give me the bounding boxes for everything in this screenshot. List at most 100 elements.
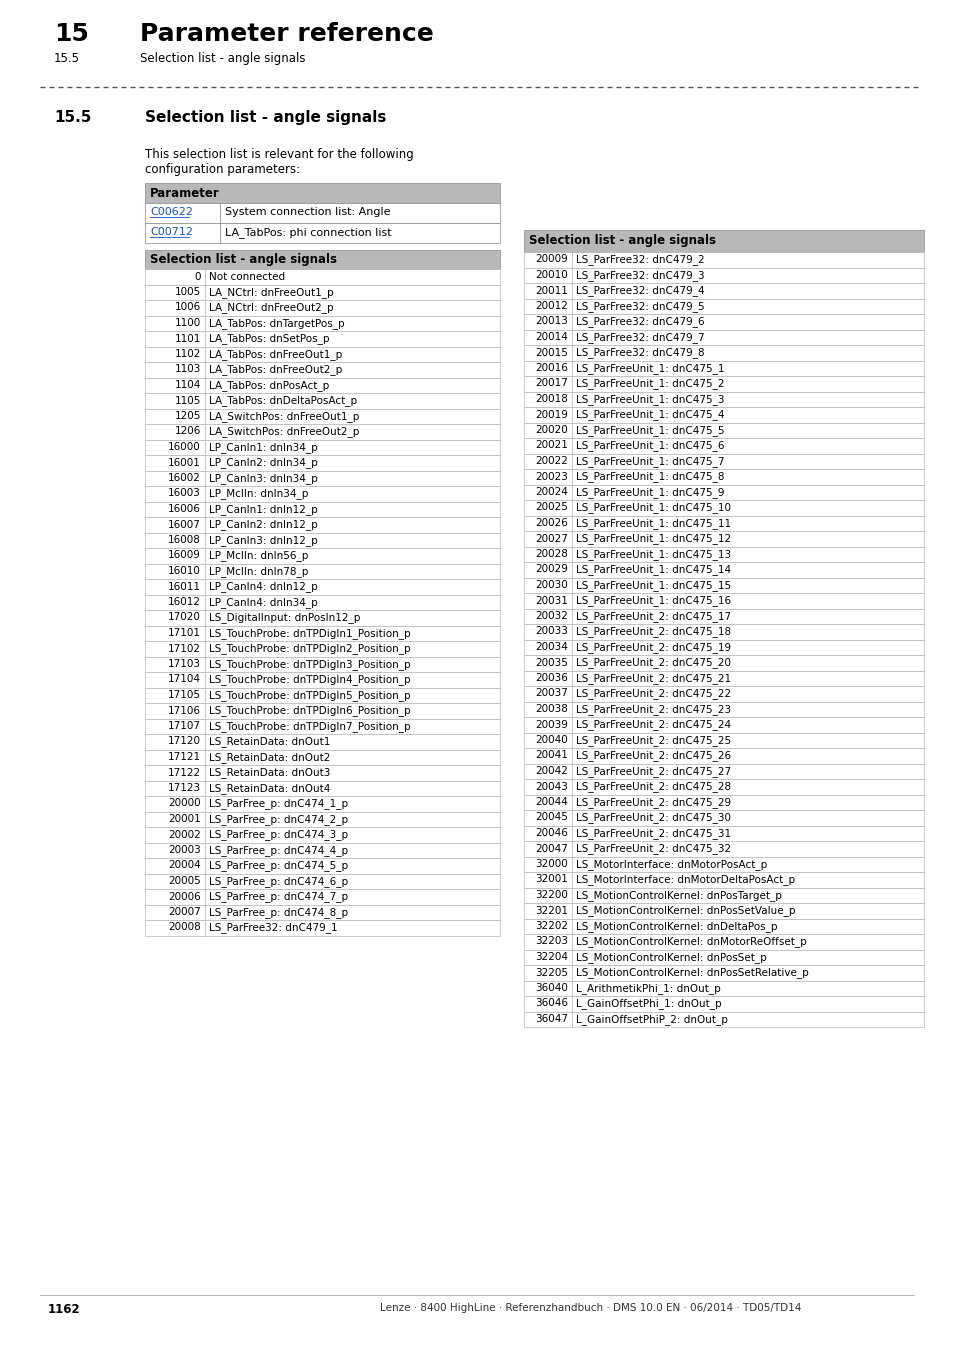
Bar (205, 873, 499, 890)
Text: 20031: 20031 (535, 595, 567, 606)
Text: 17105: 17105 (168, 690, 201, 701)
Bar (523, 392, 572, 406)
Bar (145, 440, 205, 455)
Text: 17123: 17123 (168, 783, 201, 792)
Bar (205, 672, 499, 687)
Text: 20046: 20046 (535, 828, 567, 838)
Text: 17101: 17101 (168, 628, 201, 639)
Text: 20041: 20041 (535, 751, 567, 760)
Bar (205, 471, 499, 486)
Text: 17122: 17122 (168, 768, 201, 778)
Text: LS_ParFreeUnit_1: dnC475_1: LS_ParFreeUnit_1: dnC475_1 (576, 363, 723, 374)
Bar (523, 624, 572, 640)
Bar (572, 671, 923, 686)
Text: LS_MotorInterface: dnMotorDeltaPosAct_p: LS_MotorInterface: dnMotorDeltaPosAct_p (576, 875, 794, 886)
Text: 20026: 20026 (535, 518, 567, 528)
Bar (523, 562, 572, 578)
Bar (523, 702, 572, 717)
Bar (523, 640, 572, 655)
Bar (523, 377, 572, 392)
Bar (523, 810, 572, 825)
Text: 20039: 20039 (535, 720, 567, 729)
Bar (572, 468, 923, 485)
Bar (205, 610, 499, 625)
Bar (523, 733, 572, 748)
Text: LS_ParFreeUnit_1: dnC475_3: LS_ParFreeUnit_1: dnC475_3 (576, 394, 723, 405)
Bar (523, 267, 572, 284)
Bar (572, 298, 923, 315)
Text: LP_CanIn2: dnIn12_p: LP_CanIn2: dnIn12_p (209, 520, 317, 531)
Text: 1162: 1162 (48, 1303, 81, 1316)
Text: 1100: 1100 (174, 319, 201, 328)
Text: 1104: 1104 (174, 379, 201, 390)
Text: LS_ParFreeUnit_1: dnC475_13: LS_ParFreeUnit_1: dnC475_13 (576, 549, 730, 560)
Text: 20022: 20022 (535, 456, 567, 466)
Bar (205, 316, 499, 331)
Bar (523, 547, 572, 562)
Text: LS_ParFreeUnit_1: dnC475_7: LS_ParFreeUnit_1: dnC475_7 (576, 456, 723, 467)
Bar (205, 409, 499, 424)
Text: 20040: 20040 (535, 734, 567, 745)
Bar (572, 841, 923, 856)
Bar (220, 223, 499, 243)
Text: 36046: 36046 (535, 999, 567, 1008)
Text: LP_CanIn4: dnIn12_p: LP_CanIn4: dnIn12_p (209, 582, 317, 593)
Bar (523, 252, 572, 267)
Bar (523, 934, 572, 949)
Text: 20033: 20033 (535, 626, 567, 636)
Text: LS_TouchProbe: dnTPDigIn7_Position_p: LS_TouchProbe: dnTPDigIn7_Position_p (209, 721, 410, 732)
Text: LP_CanIn1: dnIn12_p: LP_CanIn1: dnIn12_p (209, 504, 317, 514)
Bar (523, 437, 572, 454)
Bar (205, 687, 499, 703)
Bar (572, 918, 923, 934)
Bar (205, 440, 499, 455)
Text: LS_ParFree32: dnC479_1: LS_ParFree32: dnC479_1 (209, 922, 337, 933)
Bar (523, 406, 572, 423)
Bar (145, 873, 205, 890)
Text: 20042: 20042 (535, 765, 567, 776)
Bar (572, 406, 923, 423)
Bar (523, 903, 572, 918)
Text: LS_TouchProbe: dnTPDigIn2_Position_p: LS_TouchProbe: dnTPDigIn2_Position_p (209, 644, 410, 655)
Text: 16000: 16000 (168, 441, 201, 452)
Bar (145, 285, 205, 300)
Text: 20007: 20007 (168, 907, 201, 917)
Text: 16010: 16010 (168, 566, 201, 576)
Text: 32201: 32201 (535, 906, 567, 915)
Text: 20011: 20011 (535, 285, 567, 296)
Text: LP_CanIn1: dnIn34_p: LP_CanIn1: dnIn34_p (209, 441, 317, 452)
Bar (205, 859, 499, 873)
Bar (145, 811, 205, 828)
Bar (145, 532, 205, 548)
Text: LS_ParFreeUnit_2: dnC475_18: LS_ParFreeUnit_2: dnC475_18 (576, 626, 730, 637)
Bar (572, 377, 923, 392)
Bar (145, 734, 205, 749)
Bar (145, 184, 499, 202)
Bar (523, 315, 572, 329)
Bar (205, 486, 499, 501)
Bar (572, 965, 923, 980)
Text: 20005: 20005 (168, 876, 201, 886)
Text: 16003: 16003 (168, 489, 201, 498)
Text: configuration parameters:: configuration parameters: (145, 163, 300, 176)
Bar (145, 641, 205, 656)
Bar (572, 578, 923, 593)
Bar (145, 202, 220, 223)
Text: LS_ParFreeUnit_2: dnC475_17: LS_ParFreeUnit_2: dnC475_17 (576, 612, 730, 622)
Text: 20024: 20024 (535, 487, 567, 497)
Bar (145, 269, 205, 285)
Text: LP_CanIn2: dnIn34_p: LP_CanIn2: dnIn34_p (209, 458, 317, 468)
Text: LS_ParFree_p: dnC474_3_p: LS_ParFree_p: dnC474_3_p (209, 829, 348, 841)
Text: L_ArithmetikPhi_1: dnOut_p: L_ArithmetikPhi_1: dnOut_p (576, 983, 720, 994)
Text: Selection list - angle signals: Selection list - angle signals (150, 252, 336, 266)
Text: LS_MotionControlKernel: dnPosTarget_p: LS_MotionControlKernel: dnPosTarget_p (576, 890, 781, 900)
Text: 17103: 17103 (168, 659, 201, 670)
Bar (572, 267, 923, 284)
Text: 20038: 20038 (535, 703, 567, 714)
Text: LS_ParFree32: dnC479_5: LS_ParFree32: dnC479_5 (576, 301, 704, 312)
Text: LA_NCtrl: dnFreeOut1_p: LA_NCtrl: dnFreeOut1_p (209, 288, 334, 298)
Text: LS_ParFreeUnit_2: dnC475_32: LS_ParFreeUnit_2: dnC475_32 (576, 844, 730, 855)
Bar (572, 764, 923, 779)
Text: Parameter: Parameter (150, 188, 219, 200)
Bar (205, 548, 499, 563)
